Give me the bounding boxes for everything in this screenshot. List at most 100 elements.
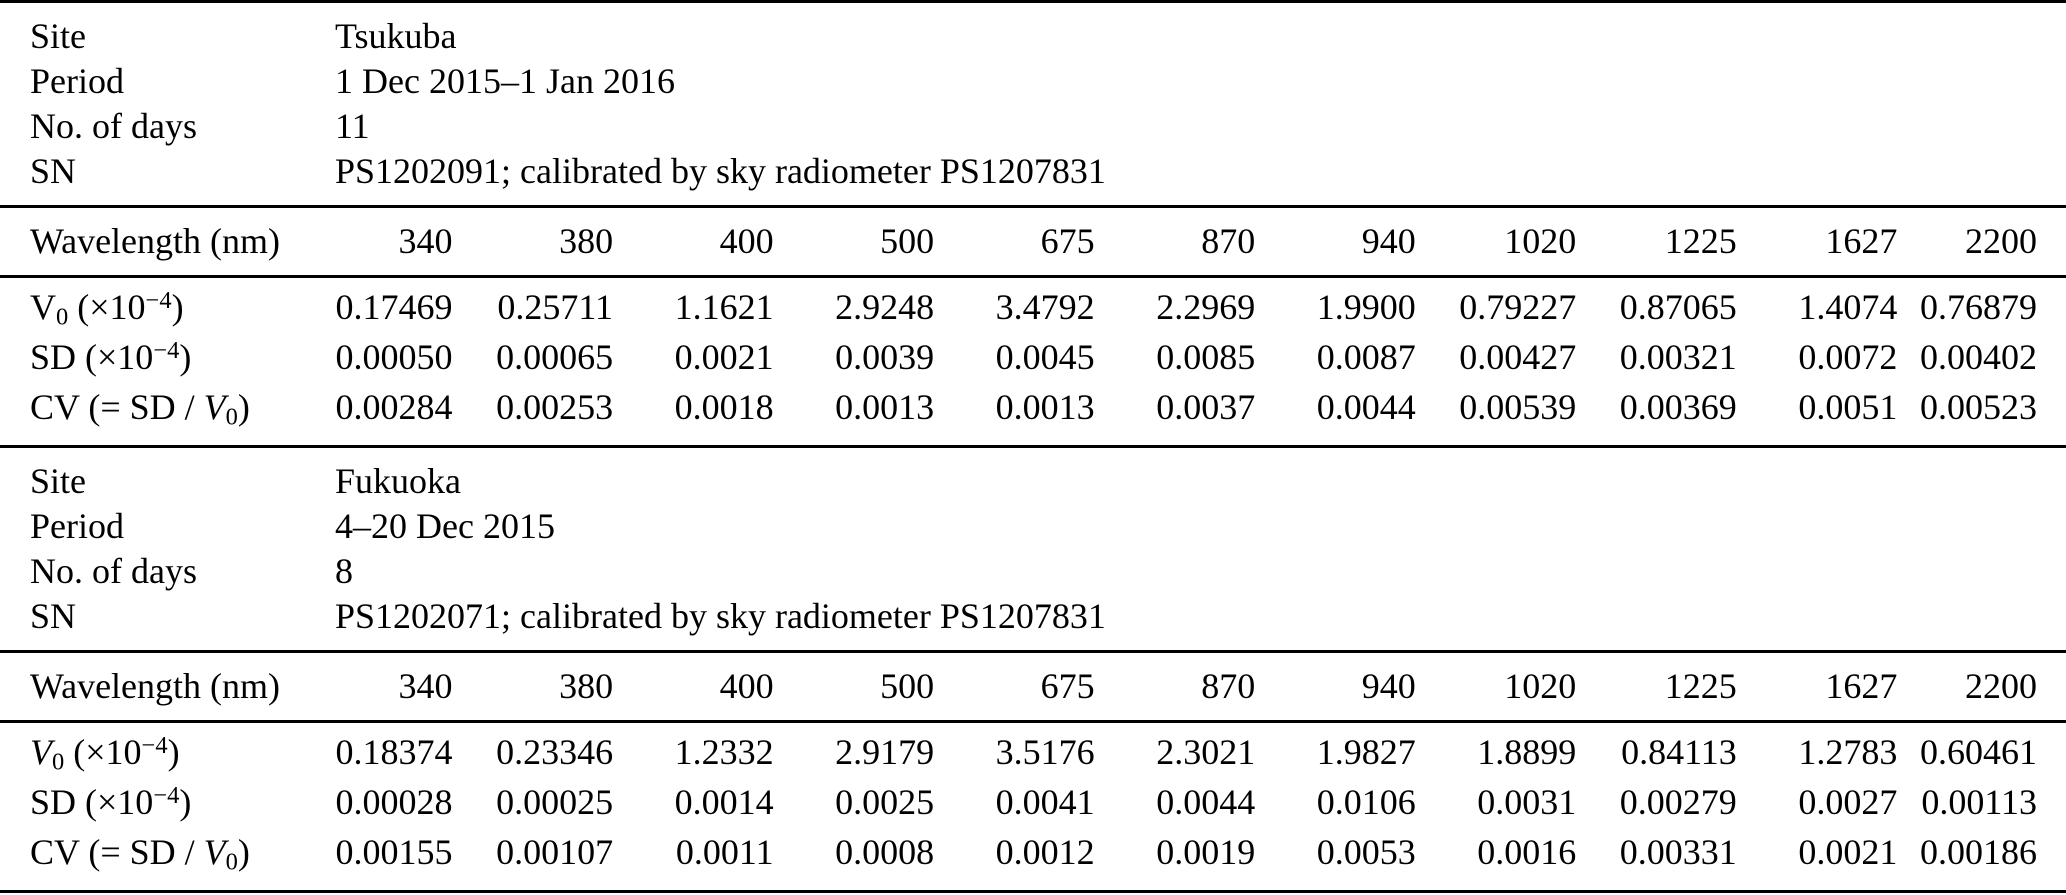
sd-value-cell: 0.0044 — [1156, 782, 1256, 822]
sd-value-cell: 0.0041 — [995, 782, 1095, 822]
data-row-cv: CV (= SD / V0) 0.00155 0.00107 0.0011 0.000… — [0, 827, 2066, 892]
wavelength-header-cell: 940 — [1263, 205, 1424, 278]
wavelength-header-cell: 500 — [781, 205, 943, 278]
v0-value-cell: 0.84113 — [1621, 732, 1737, 772]
cv-value-cell: 0.00186 — [1920, 832, 2037, 872]
cv-value-cell: 0.0013 — [835, 387, 935, 427]
sd-value-cell: 0.0025 — [835, 782, 935, 822]
sd-value-cell: 0.0072 — [1798, 337, 1898, 377]
v0-value-cell: 1.2332 — [674, 732, 774, 772]
wavelength-header-cell: 1020 — [1423, 205, 1585, 278]
wavelength-header-row: Wavelength (nm) 340 380 400 500 675 870 940 102… — [0, 205, 2066, 278]
sd-value-cell: 0.0039 — [835, 337, 935, 377]
sd-value-cell: 0.00025 — [496, 782, 614, 822]
row-label-v0: V0 (×10−4) — [30, 286, 184, 331]
cv-value-cell: 0.0021 — [1798, 832, 1898, 872]
sd-value-cell: 0.00113 — [1921, 782, 2037, 822]
meta-label-period: Period — [30, 506, 124, 546]
wavelength-header-cell: 340 — [300, 650, 461, 723]
meta-row-sn: SN PS1202071; calibrated by sky radiomet… — [0, 593, 2066, 652]
wavelength-header-cell: 2200 — [1905, 205, 2066, 278]
data-row-v0: V0 (×10−4) 0.18374 0.23346 1.2332 2.9179 3.5… — [0, 722, 2066, 778]
wavelength-header-row: Wavelength (nm) 340 380 400 500 675 870 940 102… — [0, 650, 2066, 723]
v0-value-cell: 0.18374 — [335, 732, 453, 772]
v0-value-cell: 0.87065 — [1619, 287, 1737, 327]
row-label-cv: CV (= SD / V0) — [30, 387, 250, 431]
wavelength-header-cell: 870 — [1102, 650, 1264, 723]
meta-label-sn: SN — [30, 596, 77, 636]
meta-row-site: Site Fukuoka — [0, 445, 2066, 503]
meta-value-sn: PS1202091; calibrated by sky radiometer … — [335, 151, 1106, 191]
cv-value-cell: 0.0037 — [1156, 387, 1256, 427]
meta-value-sn: PS1202071; calibrated by sky radiometer … — [335, 596, 1106, 636]
sd-value-cell: 0.00028 — [335, 782, 453, 822]
sd-value-cell: 0.0106 — [1316, 782, 1416, 822]
v0-value-cell: 3.5176 — [995, 732, 1095, 772]
v0-value-cell: 1.8899 — [1477, 732, 1577, 772]
v0-value-cell: 2.2969 — [1156, 287, 1256, 327]
wavelength-header-cell: 380 — [460, 650, 622, 723]
sd-value-cell: 0.00321 — [1619, 337, 1737, 377]
cv-value-cell: 0.00107 — [496, 832, 614, 872]
v0-value-cell: 2.9248 — [835, 287, 935, 327]
meta-value-site: Tsukuba — [335, 16, 457, 56]
sd-value-cell: 0.0014 — [674, 782, 774, 822]
cv-value-cell: 0.0051 — [1798, 387, 1898, 427]
meta-row-period: Period 1 Dec 2015–1 Jan 2016 — [0, 58, 2066, 103]
wavelength-header-cell: 2200 — [1905, 650, 2066, 723]
meta-row-days: No. of days 11 — [0, 103, 2066, 148]
cv-value-cell: 0.0008 — [835, 832, 935, 872]
wavelength-header-label: Wavelength (nm) — [0, 650, 300, 723]
data-row-v0: V0 (×10−4) 0.17469 0.25711 1.1621 2.9248 3.4… — [0, 277, 2066, 333]
cv-value-cell: 0.0016 — [1477, 832, 1577, 872]
cv-value-cell: 0.0053 — [1316, 832, 1416, 872]
wavelength-header-cell: 1225 — [1584, 650, 1745, 723]
wavelength-header-cell: 1627 — [1744, 205, 1906, 278]
meta-value-site: Fukuoka — [300, 445, 2066, 503]
wavelength-header-cell: 1020 — [1423, 650, 1585, 723]
v0-value-cell: 2.3021 — [1156, 732, 1256, 772]
cv-value-cell: 0.00331 — [1619, 832, 1737, 872]
cv-value-cell: 0.0011 — [675, 832, 774, 872]
cv-value-cell: 0.0044 — [1316, 387, 1416, 427]
v0-value-cell: 0.60461 — [1920, 732, 2037, 772]
wavelength-header-cell: 1627 — [1744, 650, 1906, 723]
sd-value-cell: 0.0031 — [1477, 782, 1577, 822]
v0-value-cell: 2.9179 — [835, 732, 935, 772]
wavelength-header-label: Wavelength (nm) — [0, 205, 300, 278]
meta-value-days: 11 — [335, 106, 370, 146]
meta-label-sn: SN — [30, 151, 77, 191]
meta-row-sn: SN PS1202091; calibrated by sky radiomet… — [0, 148, 2066, 207]
wavelength-header-cell: 675 — [942, 650, 1103, 723]
sd-value-cell: 0.00427 — [1459, 337, 1577, 377]
meta-label-site: Site — [0, 445, 300, 503]
meta-value-days: 8 — [335, 551, 353, 591]
v0-value-cell: 0.23346 — [496, 732, 614, 772]
meta-row-period: Period 4–20 Dec 2015 — [0, 503, 2066, 548]
sd-value-cell: 0.0045 — [995, 337, 1095, 377]
meta-label-days: No. of days — [30, 106, 197, 146]
wavelength-header-cell: 500 — [781, 650, 943, 723]
cv-value-cell: 0.0012 — [995, 832, 1095, 872]
sd-value-cell: 0.00065 — [496, 337, 614, 377]
sd-value-cell: 0.00050 — [335, 337, 453, 377]
sd-value-cell: 0.0021 — [674, 337, 774, 377]
cv-value-cell: 0.00253 — [496, 387, 614, 427]
sd-value-cell: 0.00279 — [1619, 782, 1737, 822]
meta-label-site: Site — [30, 16, 87, 56]
meta-value-period: 1 Dec 2015–1 Jan 2016 — [335, 61, 675, 101]
cv-value-cell: 0.00369 — [1619, 387, 1737, 427]
wavelength-header-cell: 400 — [621, 205, 782, 278]
wavelength-header-cell: 675 — [942, 205, 1103, 278]
wavelength-header-cell: 1225 — [1584, 205, 1745, 278]
data-row-sd: SD (×10−4) 0.00028 0.00025 0.0014 0.0025 0.0… — [0, 777, 2066, 827]
cv-value-cell: 0.0019 — [1156, 832, 1256, 872]
v0-value-cell: 1.1621 — [674, 287, 774, 327]
cv-value-cell: 0.00284 — [335, 387, 453, 427]
sd-value-cell: 0.0085 — [1156, 337, 1256, 377]
cv-value-cell: 0.00523 — [1920, 387, 2037, 427]
sd-value-cell: 0.0027 — [1798, 782, 1898, 822]
meta-label-days: No. of days — [30, 551, 197, 591]
meta-label-period: Period — [30, 61, 124, 101]
row-label-cv: CV (= SD / V0) — [30, 832, 250, 876]
